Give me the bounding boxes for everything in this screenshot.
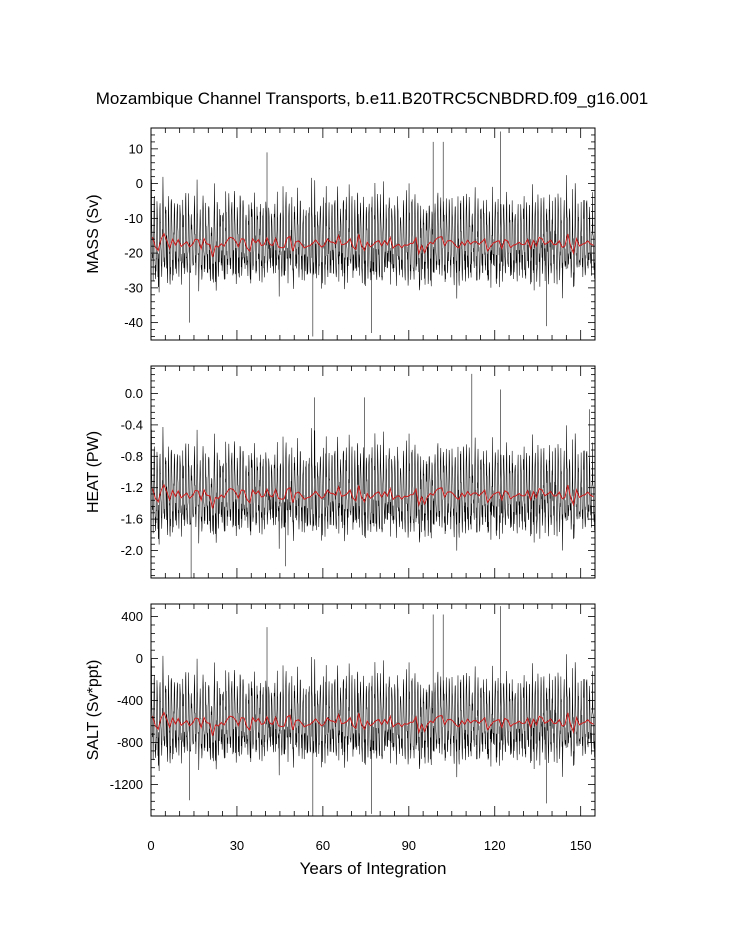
panels: 10 0 -10 -20 -30 -40 MASS (Sv) 0.0 -0.4 -0.8 -1.2 -…	[85, 127, 596, 853]
series-annual-mean	[151, 711, 594, 736]
y-axis-label: MASS (Sv)	[85, 194, 102, 273]
y-tick-label: -1.2	[121, 480, 143, 495]
y-tick-label: -2.0	[121, 543, 143, 558]
x-axis-label: Years of Integration	[300, 859, 447, 878]
series-monthly	[150, 373, 596, 578]
y-tick-label: -40	[124, 315, 143, 330]
x-tick-label: 90	[402, 838, 416, 853]
y-tick-label: -1.6	[121, 512, 143, 527]
plot-frame	[150, 365, 596, 579]
x-tick-label: 150	[570, 838, 592, 853]
y-tick-label: 0	[136, 651, 143, 666]
y-tick-label: 0	[136, 176, 143, 191]
y-tick-label: -0.8	[121, 449, 143, 464]
y-tick-label: -400	[117, 693, 143, 708]
x-tick-label: 60	[316, 838, 330, 853]
y-tick-label: -30	[124, 280, 143, 295]
x-tick-label: 30	[230, 838, 244, 853]
y-axis-label: HEAT (PW)	[85, 431, 102, 513]
y-tick-label: 0.0	[125, 386, 143, 401]
y-tick-label: 10	[129, 141, 143, 156]
x-tick-label: 120	[484, 838, 506, 853]
y-tick-label: -20	[124, 246, 143, 261]
y-tick-label: 400	[121, 609, 143, 624]
y-tick-label: -1200	[110, 777, 143, 792]
series-monthly	[150, 606, 596, 816]
panel-3: 400 0 -400 -800 -1200 SALT (Sv*ppt)	[85, 603, 596, 817]
series-annual-mean	[151, 232, 594, 258]
plot-frame	[150, 603, 596, 817]
panel-2: 0.0 -0.4 -0.8 -1.2 -1.6 -2.0 HEAT (PW)	[85, 365, 596, 579]
x-tick-label: 0	[147, 838, 154, 853]
chart-title: Mozambique Channel Transports, b.e11.B20…	[96, 89, 648, 108]
panel-1: 10 0 -10 -20 -30 -40 MASS (Sv)	[85, 127, 596, 341]
plot-frame	[150, 127, 596, 341]
y-tick-label: -0.4	[121, 417, 143, 432]
series-annual-mean	[151, 483, 594, 509]
series-monthly	[150, 131, 596, 337]
y-tick-label: -800	[117, 735, 143, 750]
y-axis-label: SALT (Sv*ppt)	[85, 660, 102, 761]
y-tick-label: -10	[124, 211, 143, 226]
